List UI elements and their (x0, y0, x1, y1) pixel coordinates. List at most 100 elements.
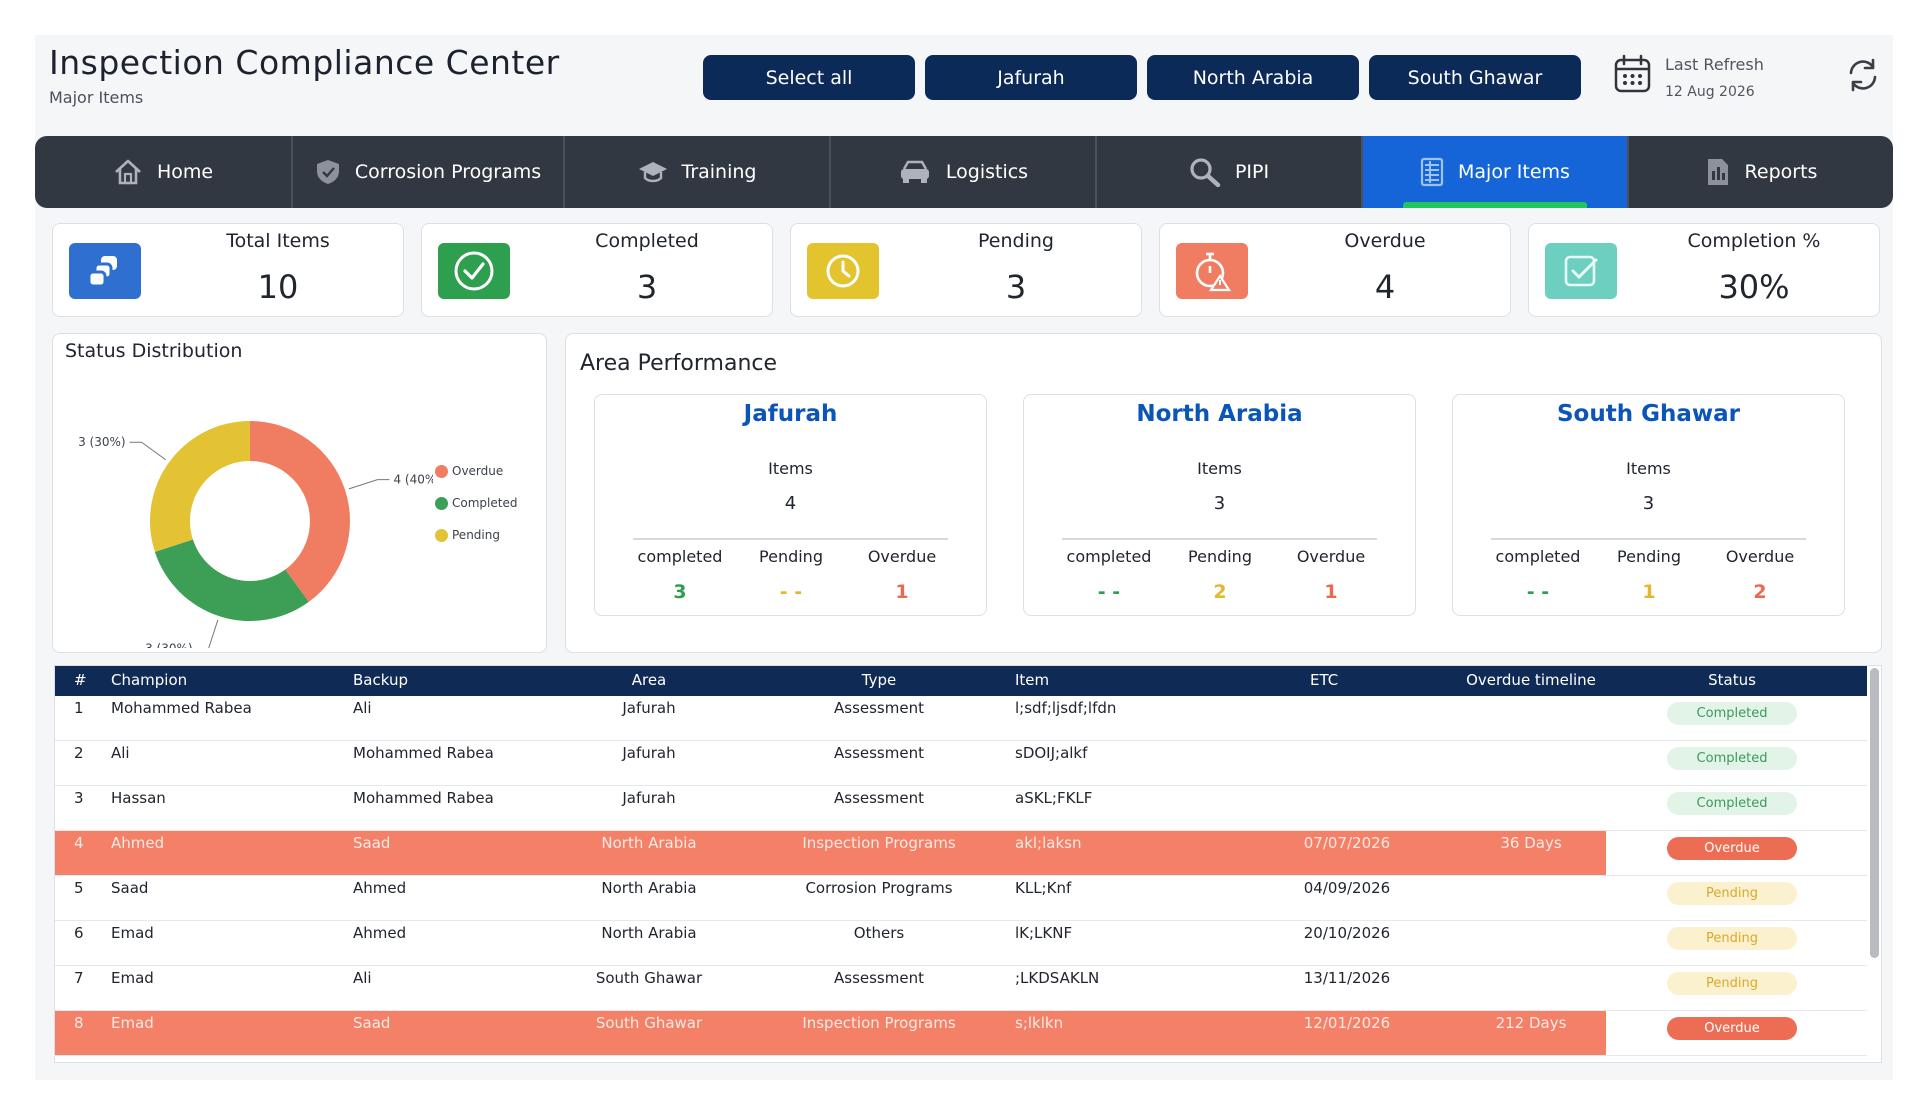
table-row[interactable]: 6 Emad Ahmed North Arabia Others lK;LKNF 20/10… (55, 921, 1867, 966)
cell-etc: 07/07/2026 (1303, 834, 1391, 852)
cell-n: 5 (74, 879, 84, 897)
check-circle-icon (438, 243, 510, 299)
page-subtitle: Major Items (49, 88, 144, 107)
stat-label: Pending (1617, 547, 1681, 566)
alarm-warning-icon (1176, 243, 1248, 299)
cell-backup: Ahmed (353, 879, 407, 897)
filter-jafurah-button[interactable]: Jafurah (925, 55, 1137, 100)
donut-slice-completed[interactable] (154, 539, 309, 621)
area-card-south-ghawar[interactable]: South Ghawar Items 3 completed - - Pendin… (1452, 394, 1845, 616)
kpi-label: Completion % (1687, 230, 1821, 252)
table-row[interactable]: 4 Ahmed Saad North Arabia Inspection Program… (55, 831, 1867, 876)
cell-champion: Ali (111, 744, 130, 762)
table-row[interactable]: 3 Hassan Mohammed Rabea Jafurah Assessment aS… (55, 786, 1867, 831)
items-value: 3 (1642, 493, 1655, 514)
report-icon (1705, 157, 1731, 187)
last-refresh-label: Last Refresh (1665, 55, 1764, 74)
kpi-value: 10 (257, 268, 299, 306)
cell-etc: 12/01/2026 (1303, 1014, 1391, 1032)
cell-type: Assessment (834, 699, 924, 717)
refresh-icon[interactable] (1845, 57, 1885, 97)
cell-item: akl;laksn (1015, 834, 1082, 852)
tab-label: PIPI (1234, 161, 1270, 183)
cell-area: North Arabia (601, 879, 697, 897)
stat-value: - - (1526, 581, 1550, 603)
column-header: ETC (1310, 671, 1339, 689)
cell-area: North Arabia (601, 834, 697, 852)
donut-slice-overdue[interactable] (250, 421, 350, 602)
cell-type: Others (853, 924, 905, 942)
area-card-jafurah[interactable]: Jafurah Items 4 completed 3 Pending - - Ov… (594, 394, 987, 616)
cell-n: 4 (74, 834, 84, 852)
items-value: 4 (784, 493, 797, 514)
cell-n: 6 (74, 924, 84, 942)
cell-n: 8 (74, 1014, 84, 1032)
cell-item: s;lklkn (1015, 1014, 1064, 1032)
cell-n: 2 (74, 744, 84, 762)
table-row[interactable]: 2 Ali Mohammed Rabea Jafurah Assessment sDOIJ… (55, 741, 1867, 786)
tab-corrosion-programs[interactable]: Corrosion Programs (293, 136, 565, 208)
tab-reports[interactable]: Reports (1629, 136, 1893, 208)
tab-training[interactable]: Training (565, 136, 831, 208)
status-badge: Overdue (1667, 837, 1797, 860)
items-table: # Champion Backup Area Type Item ETC Ove… (54, 665, 1882, 1063)
cell-n: 3 (74, 789, 84, 807)
tab-pipi[interactable]: PIPI (1097, 136, 1363, 208)
cell-n: 7 (74, 969, 84, 987)
table-row[interactable]: 1 Mohammed Rabea Ali Jafurah Assessment l;sdf… (55, 696, 1867, 741)
cell-timeline: 36 Days (1500, 834, 1562, 852)
stat-value: 2 (1213, 581, 1227, 603)
status-badge: Pending (1667, 972, 1797, 995)
filter-south-ghawar-button[interactable]: South Ghawar (1369, 55, 1581, 100)
cell-champion: Emad (111, 969, 154, 987)
cell-item: sDOIJ;alkf (1015, 744, 1088, 762)
tab-logistics[interactable]: Logistics (831, 136, 1097, 208)
tab-home[interactable]: Home (35, 136, 293, 208)
page-title: Inspection Compliance Center (49, 43, 560, 82)
status-badge: Completed (1667, 702, 1797, 725)
legend-item-overdue: Overdue (435, 464, 517, 478)
donut-data-label: 3 (30%) (78, 435, 125, 449)
tab-major-items[interactable]: Major Items (1363, 136, 1629, 208)
tab-label: Training (681, 161, 757, 183)
cell-area: North Arabia (601, 924, 697, 942)
kpi-label: Overdue (1344, 230, 1426, 252)
stat-label: Pending (759, 547, 823, 566)
cell-champion: Hassan (111, 789, 166, 807)
kpi-value: 3 (636, 268, 658, 306)
list-icon (1420, 157, 1444, 187)
stat-value: 1 (895, 581, 909, 603)
stat-value: 1 (1642, 581, 1656, 603)
cell-item: KLL;Knf (1015, 879, 1072, 897)
legend-item-pending: Pending (435, 528, 517, 542)
donut-slice-pending[interactable] (150, 421, 250, 552)
tab-label: Home (156, 161, 214, 183)
filter-north-arabia-button[interactable]: North Arabia (1147, 55, 1359, 100)
cell-n: 1 (74, 699, 84, 717)
row-highlight (55, 1011, 1606, 1055)
kpi-label: Total Items (226, 230, 330, 252)
table-scrollbar[interactable] (1870, 668, 1879, 958)
kpi-overdue: Overdue 4 (1159, 223, 1511, 317)
area-card-north-arabia[interactable]: North Arabia Items 3 completed - - Pendin… (1023, 394, 1416, 616)
status-badge: Pending (1667, 927, 1797, 950)
tab-label: Major Items (1458, 161, 1570, 183)
table-row[interactable]: 8 Emad Saad South Ghawar Inspection Programs… (55, 1011, 1867, 1056)
column-header: Champion (111, 671, 188, 689)
table-row[interactable]: 5 Saad Ahmed North Arabia Corrosion Programs… (55, 876, 1867, 921)
kpi-value: 30% (1718, 268, 1790, 306)
cell-area: South Ghawar (595, 1014, 703, 1032)
graduation-cap-icon (638, 159, 668, 185)
cell-backup: Ahmed (353, 924, 407, 942)
main-nav: Home Corrosion Programs Training Logisti… (35, 136, 1893, 208)
stat-label: Pending (1188, 547, 1252, 566)
filter-select-all-button[interactable]: Select all (703, 55, 915, 100)
checklist-icon (1545, 243, 1617, 299)
items-label: Items (1197, 459, 1242, 478)
cell-etc: 04/09/2026 (1303, 879, 1391, 897)
clock-icon (807, 243, 879, 299)
table-row[interactable]: 7 Emad Ali South Ghawar Assessment ;LKDSAKLN 1… (55, 966, 1867, 1011)
tab-label: Reports (1744, 161, 1818, 183)
last-refresh-date: 12 Aug 2026 (1665, 84, 1755, 100)
kpi-completion-percent: Completion % 30% (1528, 223, 1880, 317)
